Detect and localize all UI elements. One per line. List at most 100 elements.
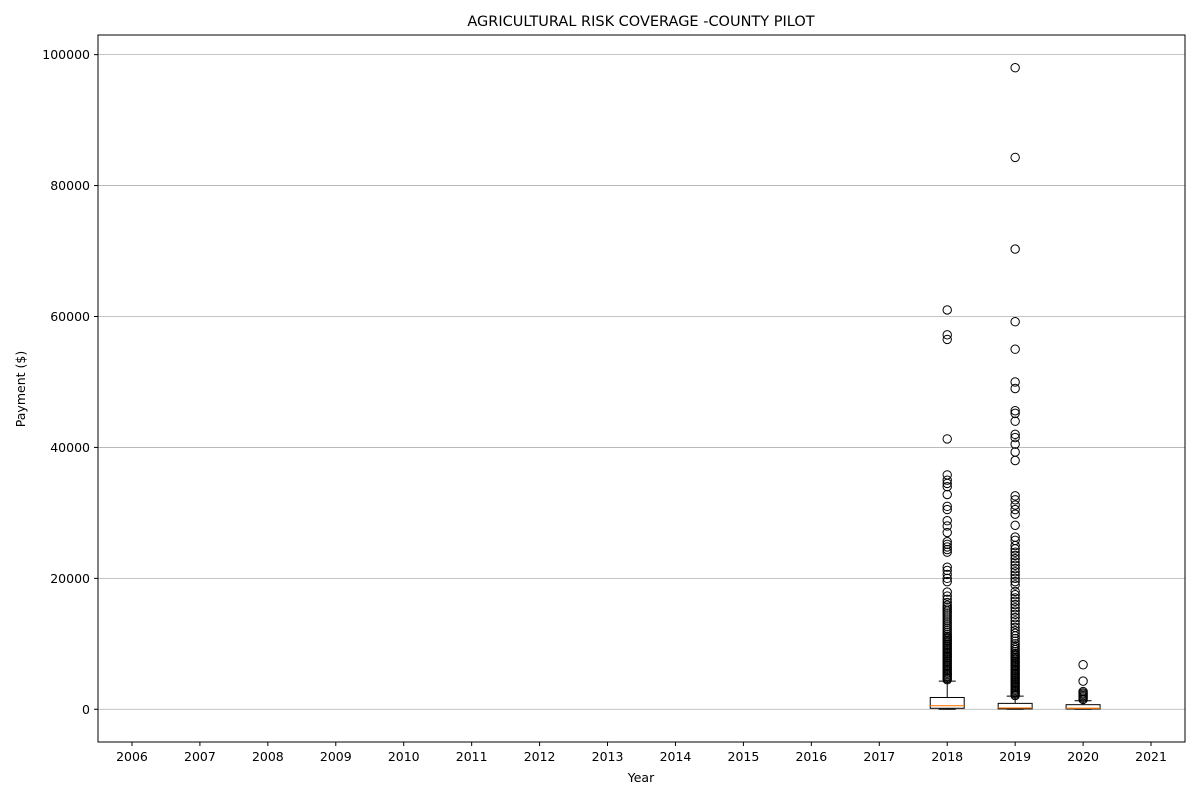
outlier-point [1010,377,1020,387]
outlier-point [942,562,952,572]
outlier-point [1010,639,1020,649]
outlier-point [1078,660,1088,670]
outlier-point [942,576,952,587]
outlier-point [942,594,952,604]
outlier-point [1010,557,1020,567]
box-2020 [1065,660,1101,710]
outlier-point [942,542,952,552]
outlier-point [1010,567,1020,577]
outlier-point [1010,563,1020,574]
outlier-point [1010,573,1020,584]
outlier-point [1010,63,1020,73]
outlier-point [942,587,952,597]
plot-frame [97,34,1186,743]
x-tick-label: 2021 [1135,749,1167,764]
outlier-point [942,501,952,512]
outlier-point [942,504,952,515]
outlier-point [1010,432,1020,443]
outlier-point [1010,152,1020,163]
x-tick-label: 2013 [592,749,624,764]
y-tick-label: 60000 [50,309,90,324]
x-tick-label: 2014 [660,749,692,764]
outlier-point [942,547,952,557]
outlier-point [1010,622,1020,633]
outlier-point [1010,554,1020,564]
x-tick-label: 2007 [184,749,216,764]
outlier-point [1010,636,1020,646]
outlier-point [942,527,952,538]
outlier-point [1010,560,1020,570]
outlier-point [1078,686,1088,697]
outlier-point [1010,244,1020,254]
outlier-point [1010,317,1020,327]
outlier-point [942,573,952,584]
box-2019 [997,63,1033,710]
x-tick-label: 2016 [795,749,827,764]
outlier-point [942,569,952,580]
outlier-point [1010,416,1020,426]
outlier-point [1010,429,1020,440]
outlier-point [942,305,952,315]
outlier-point [1010,455,1020,466]
y-axis-label: Payment ($) [13,351,28,427]
outlier-point [1010,491,1020,501]
x-tick-label: 2009 [320,749,352,764]
outlier-point [1010,616,1020,626]
outlier-point [1010,603,1020,613]
outlier-point [1010,550,1020,561]
ticks: 0 20000 40000 60000 80000 100000 2006 2007 2008 2… [42,47,1167,764]
outlier-point [942,516,952,526]
outlier-point [1010,570,1020,580]
outlier-point [1010,576,1020,587]
outlier-point [942,481,952,492]
outlier-point [942,521,952,531]
x-tick-label: 2012 [524,749,556,764]
outlier-point [1010,626,1020,636]
outlier-point [1010,606,1020,616]
outlier-point [1010,344,1020,354]
x-axis-label: Year [627,770,655,785]
x-tick-label: 2019 [999,749,1031,764]
outlier-point [1010,628,1020,639]
outlier-point [942,475,952,485]
outlier-point [1010,447,1020,457]
iqr-box [929,696,965,709]
outlier-point [1010,504,1020,515]
outlier-point [1010,586,1020,597]
outlier-point [942,565,952,576]
x-tick-label: 2010 [388,749,420,764]
outlier-point [1078,676,1088,686]
iqr-box [1065,704,1101,710]
outlier-point [942,489,952,500]
outlier-point [1010,599,1020,610]
outlier-point [942,591,952,601]
y-tick-label: 80000 [50,178,90,193]
outlier-point [1010,495,1020,505]
outlier-point [942,434,952,444]
outlier-point [942,330,952,340]
x-tick-label: 2015 [728,749,760,764]
outlier-point [942,600,952,610]
box-2018 [929,305,965,710]
y-tick-label: 0 [82,702,90,717]
outlier-point [942,536,952,547]
x-tick-label: 2006 [116,749,148,764]
outlier-point [1010,580,1020,590]
outlier-point [1010,619,1020,629]
grid-lines [98,54,1185,710]
outlier-point [1010,500,1020,510]
outlier-point [942,470,952,480]
y-tick-label: 100000 [42,47,90,62]
x-tick-label: 2018 [931,749,963,764]
y-tick-label: 20000 [50,571,90,586]
outlier-point [942,544,952,555]
outlier-point [942,597,952,608]
outlier-point [1010,383,1020,394]
outlier-point [942,334,952,345]
x-tick-label: 2008 [252,749,284,764]
outlier-point [1010,590,1020,600]
outlier-point [1010,406,1020,416]
outlier-point [1010,596,1020,606]
outlier-point [1010,532,1020,542]
